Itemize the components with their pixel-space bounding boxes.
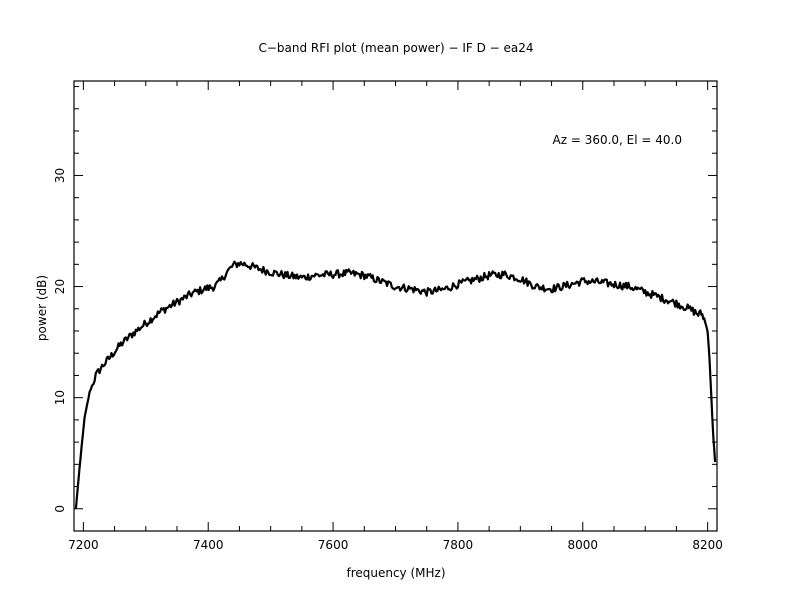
x-tick-label: 7200 [68,538,99,552]
x-tick-label: 7400 [193,538,224,552]
azimuth-elevation-annotation: Az = 360.0, El = 40.0 [553,133,683,147]
axis-ticks [74,81,717,532]
y-tick-label: 30 [53,168,67,183]
chart-title: C−band RFI plot (mean power) − IF D − ea… [258,41,533,55]
y-tick-label: 10 [53,390,67,405]
axis-tick-labels: 7200 7400 7600 7800 8000 8200 0 10 20 30 [53,168,723,552]
y-tick-label: 20 [53,279,67,294]
y-tick-label: 0 [53,505,67,513]
x-axis-label: frequency (MHz) [346,566,445,580]
x-tick-label: 8000 [568,538,599,552]
x-tick-label: 7600 [318,538,349,552]
x-tick-label: 7800 [443,538,474,552]
y-axis-label: power (dB) [35,275,49,341]
x-tick-label: 8200 [692,538,723,552]
plot-frame [73,80,718,532]
power-series-line [74,260,717,509]
